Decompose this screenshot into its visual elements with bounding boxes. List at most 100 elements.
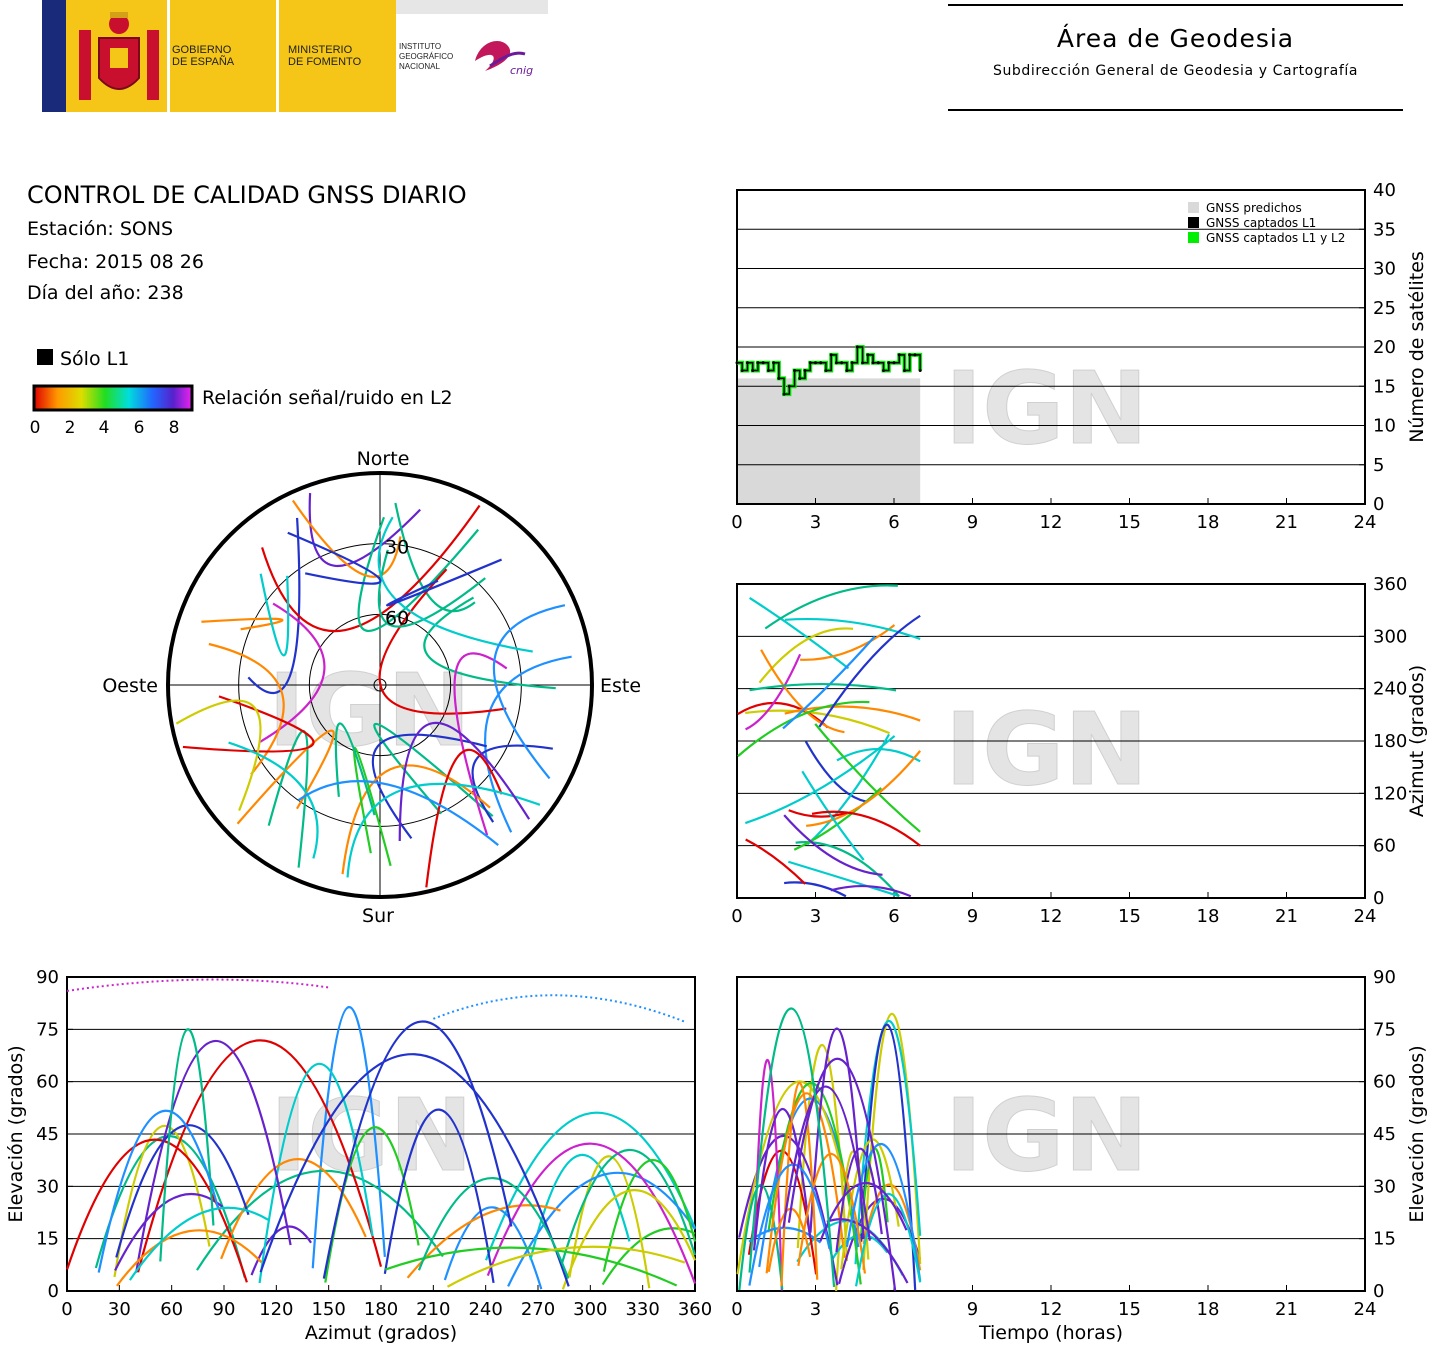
- x-tick-label: 6: [888, 1299, 899, 1320]
- satellite-track: [809, 1027, 865, 1239]
- data-point: [850, 361, 854, 365]
- satellite-track: [371, 733, 488, 840]
- satellite-track: [748, 1007, 836, 1288]
- satellite-track: [787, 1057, 897, 1291]
- y-axis-label: Número de satélites: [1406, 251, 1428, 443]
- satellite-track: [259, 1053, 570, 1287]
- satellite-track: [737, 701, 829, 729]
- y-tick-label: 0: [48, 1281, 59, 1302]
- legend-swatch: [1188, 232, 1199, 243]
- y-tick-label: 90: [1373, 967, 1396, 988]
- south-label: Sur: [362, 905, 394, 927]
- elevation-time-chart: IGN 0 15 30 45 60 75 90 0 3 6 9 12 15 18 21 24 Tiempo (ho…: [731, 967, 1428, 1344]
- y-tick-label: 30: [1373, 259, 1396, 280]
- satellite-track: [175, 699, 262, 811]
- satellite-track: [800, 624, 896, 661]
- data-point: [913, 353, 917, 357]
- y-tick-label: 60: [36, 1072, 59, 1093]
- satellite-track: [737, 700, 870, 758]
- coat-of-arms-icon: [79, 12, 159, 100]
- satellite-track: [836, 747, 921, 763]
- data-point: [866, 353, 870, 357]
- snr-tick: 0: [30, 418, 40, 437]
- x-tick-label: 3: [810, 512, 821, 533]
- banner-divider: [167, 0, 170, 112]
- satellite-track: [767, 1082, 862, 1285]
- west-label: Oeste: [102, 675, 158, 697]
- x-tick-label: 9: [967, 512, 978, 533]
- data-point: [871, 361, 875, 365]
- y-tick-label: 90: [36, 967, 59, 988]
- satellite-track: [767, 1207, 812, 1272]
- data-point: [892, 361, 896, 365]
- satellite-track: [297, 780, 499, 846]
- data-point: [861, 361, 865, 365]
- y-tick-label: 15: [1373, 376, 1396, 397]
- satellite-track: [432, 994, 687, 1024]
- y-tick-label: 0: [1373, 888, 1384, 909]
- satellite-track: [806, 733, 891, 846]
- banner-gray-strip: [396, 0, 548, 14]
- x-tick-label: 18: [1197, 1299, 1220, 1320]
- legend-label: GNSS captados L1 y L2: [1206, 231, 1345, 245]
- data-point: [887, 361, 891, 365]
- satellite-track: [182, 695, 315, 753]
- predicted-area: [737, 378, 921, 504]
- data-point: [897, 353, 901, 357]
- data-point: [829, 353, 833, 357]
- data-point: [902, 369, 906, 373]
- y-tick-label: 75: [1373, 1019, 1396, 1040]
- x-tick-label: 24: [1354, 1299, 1377, 1320]
- x-tick-label: 360: [678, 1299, 712, 1320]
- satellite-track: [247, 517, 301, 695]
- y-tick-label: 30: [36, 1176, 59, 1197]
- x-tick-label: 12: [1040, 1299, 1063, 1320]
- satellite-track: [745, 709, 890, 735]
- watermark-text: IGN: [268, 652, 471, 769]
- data-point: [761, 361, 765, 365]
- watermark-text: IGN: [945, 350, 1148, 467]
- y-tick-label: 30: [1373, 1176, 1396, 1197]
- satellite-track: [745, 653, 802, 731]
- l1-only-label: Sólo L1: [60, 348, 130, 370]
- satellite-track: [346, 782, 541, 878]
- data-point: [824, 369, 828, 373]
- satellite-track: [782, 1085, 871, 1241]
- legend-swatch: [1188, 217, 1199, 228]
- data-point: [819, 361, 823, 365]
- satellite-track: [845, 1142, 922, 1281]
- satellite-track: [386, 558, 503, 607]
- header-rule-top: [948, 4, 1403, 6]
- satellite-track: [860, 1023, 917, 1291]
- satellite-track: [758, 627, 854, 684]
- satellite-track: [830, 884, 912, 898]
- satellite-track: [561, 1189, 697, 1290]
- data-point: [845, 369, 849, 373]
- l1-only-swatch: [37, 349, 53, 365]
- y-tick-label: 240: [1373, 679, 1407, 700]
- institute-label: INSTITUTO GEOGRÁFICO NACIONAL: [399, 42, 453, 72]
- y-tick-label: 5: [1373, 455, 1384, 476]
- snr-label: Relación señal/ruido en L2: [202, 387, 453, 409]
- satellite-track: [453, 652, 508, 836]
- x-tick-label: 6: [888, 906, 899, 927]
- data-point: [782, 392, 786, 396]
- satellite-track: [97, 1109, 220, 1273]
- x-tick-label: 210: [416, 1299, 450, 1320]
- y-tick-label: 15: [1373, 1229, 1396, 1250]
- cnig-logo-icon: cnig: [475, 41, 533, 77]
- data-point: [808, 361, 812, 365]
- snr-tick: 4: [99, 418, 110, 437]
- satellite-track: [486, 1142, 697, 1284]
- satellite-track: [135, 1040, 292, 1273]
- satellite-track: [568, 1155, 651, 1289]
- ring-label-60: 60: [385, 607, 409, 629]
- satellite-track: [228, 741, 319, 859]
- satellite-track: [383, 1108, 495, 1284]
- satellite-track: [835, 1147, 883, 1253]
- data-point: [882, 369, 886, 373]
- satellite-track: [259, 573, 290, 657]
- x-tick-label: 6: [888, 512, 899, 533]
- satellite-track: [765, 1092, 846, 1274]
- legend-swatch: [1188, 202, 1199, 213]
